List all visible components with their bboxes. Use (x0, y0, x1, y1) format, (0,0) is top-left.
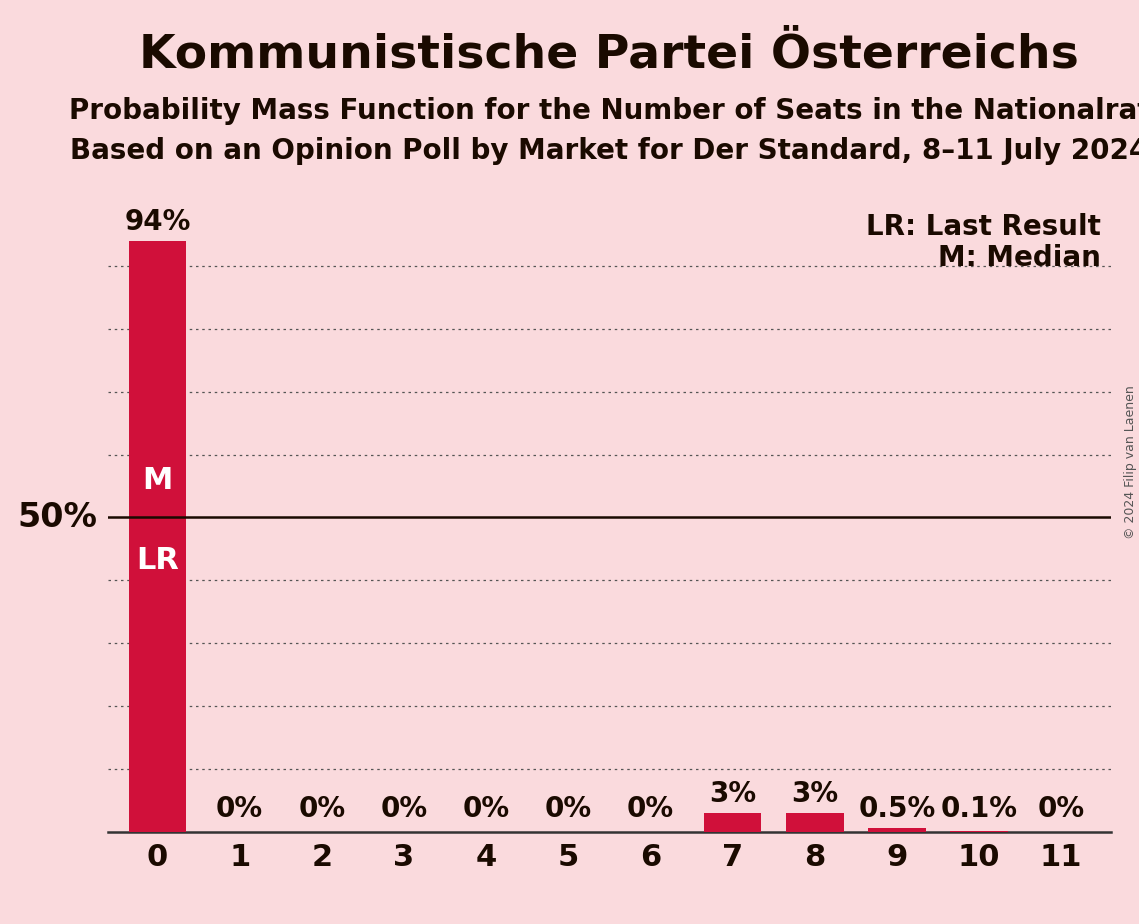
Text: 0%: 0% (544, 796, 592, 823)
Text: 0%: 0% (298, 796, 345, 823)
Text: Kommunistische Partei Österreichs: Kommunistische Partei Österreichs (139, 32, 1080, 78)
Text: 3%: 3% (792, 780, 838, 808)
Bar (868, 829, 926, 832)
Text: 0%: 0% (1038, 796, 1084, 823)
Bar (786, 813, 844, 832)
Text: 0%: 0% (380, 796, 427, 823)
Bar (704, 813, 761, 832)
Text: 0.1%: 0.1% (941, 796, 1017, 823)
Text: Probability Mass Function for the Number of Seats in the Nationalrat: Probability Mass Function for the Number… (68, 97, 1139, 125)
Text: 0%: 0% (216, 796, 263, 823)
Text: 3%: 3% (710, 780, 756, 808)
Text: LR: Last Result: LR: Last Result (866, 213, 1100, 241)
Text: 0.5%: 0.5% (859, 796, 935, 823)
Text: M: M (142, 467, 173, 495)
Bar (129, 241, 187, 832)
Text: Based on an Opinion Poll by Market for Der Standard, 8–11 July 2024: Based on an Opinion Poll by Market for D… (71, 137, 1139, 164)
Text: LR: LR (136, 546, 179, 575)
Text: 50%: 50% (17, 501, 97, 534)
Text: © 2024 Filip van Laenen: © 2024 Filip van Laenen (1124, 385, 1137, 539)
Text: 0%: 0% (462, 796, 509, 823)
Text: 0%: 0% (626, 796, 674, 823)
Text: 94%: 94% (124, 208, 190, 236)
Text: M: Median: M: Median (937, 244, 1100, 273)
